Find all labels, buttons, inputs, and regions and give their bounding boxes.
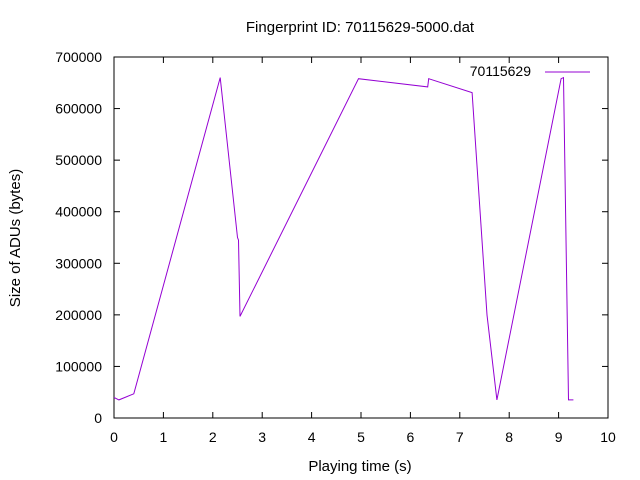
x-tick-label: 7 (456, 429, 464, 445)
x-tick-label: 1 (160, 429, 168, 445)
y-tick-label: 500000 (55, 152, 102, 168)
y-tick-label: 100000 (55, 358, 102, 374)
x-tick-label: 5 (357, 429, 365, 445)
x-tick-label: 10 (600, 429, 616, 445)
x-tick-label: 4 (308, 429, 316, 445)
x-tick-label: 0 (110, 429, 118, 445)
x-tick-label: 2 (209, 429, 217, 445)
x-axis: 0 1 2 3 4 5 6 7 8 9 10 (110, 57, 616, 445)
y-axis-label: Size of ADUs (bytes) (7, 169, 24, 307)
x-tick-label: 6 (407, 429, 415, 445)
x-tick-label: 9 (555, 429, 563, 445)
legend-label: 70115629 (470, 63, 531, 79)
plot-frame (113, 56, 609, 419)
x-tick-label: 3 (258, 429, 266, 445)
y-tick-label: 400000 (55, 204, 102, 220)
y-tick-label: 700000 (55, 49, 102, 65)
y-axis: 0 100000 200000 300000 400000 500000 600000 700… (55, 49, 608, 426)
series-layer (113, 76, 574, 401)
y-tick-label: 600000 (55, 101, 102, 117)
plot-border (113, 56, 609, 419)
y-tick-label: 300000 (55, 255, 102, 271)
y-tick-label: 0 (94, 410, 102, 426)
series-line (113, 76, 574, 401)
chart-title: Fingerprint ID: 70115629-5000.dat (246, 19, 475, 36)
y-tick-label: 200000 (55, 307, 102, 323)
x-axis-label: Playing time (s) (308, 458, 411, 475)
x-tick-label: 8 (505, 429, 513, 445)
legend: 70115629 (470, 63, 590, 79)
